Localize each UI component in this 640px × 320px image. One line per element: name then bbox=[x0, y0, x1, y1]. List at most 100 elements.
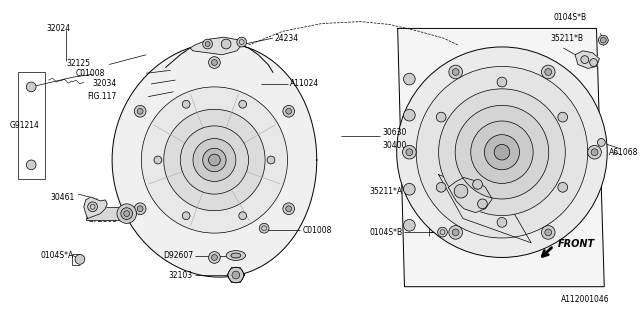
Circle shape bbox=[455, 105, 548, 199]
Text: 30461: 30461 bbox=[51, 193, 75, 202]
Circle shape bbox=[203, 148, 226, 172]
Text: A112001046: A112001046 bbox=[561, 295, 609, 304]
Circle shape bbox=[75, 254, 84, 264]
Circle shape bbox=[600, 37, 606, 43]
Circle shape bbox=[117, 204, 136, 223]
Circle shape bbox=[239, 212, 246, 220]
Text: 32034: 32034 bbox=[93, 79, 117, 88]
Text: 35211*B: 35211*B bbox=[550, 34, 584, 43]
Polygon shape bbox=[575, 51, 600, 68]
Circle shape bbox=[124, 211, 130, 217]
Circle shape bbox=[452, 229, 459, 236]
Circle shape bbox=[237, 37, 246, 47]
Circle shape bbox=[211, 254, 218, 260]
Circle shape bbox=[473, 180, 483, 189]
Circle shape bbox=[205, 42, 210, 46]
Circle shape bbox=[209, 252, 220, 263]
Circle shape bbox=[26, 82, 36, 92]
Circle shape bbox=[558, 182, 568, 192]
Circle shape bbox=[436, 112, 446, 122]
Circle shape bbox=[497, 218, 507, 227]
Text: 0104S*B: 0104S*B bbox=[369, 228, 403, 236]
Text: 32103: 32103 bbox=[169, 270, 193, 279]
Polygon shape bbox=[112, 43, 317, 277]
Circle shape bbox=[397, 47, 607, 258]
Polygon shape bbox=[84, 197, 108, 219]
Circle shape bbox=[221, 39, 231, 49]
Circle shape bbox=[154, 156, 162, 164]
Circle shape bbox=[449, 226, 463, 239]
Circle shape bbox=[283, 203, 294, 215]
Circle shape bbox=[452, 68, 459, 76]
Circle shape bbox=[209, 154, 220, 166]
Circle shape bbox=[141, 87, 287, 233]
Circle shape bbox=[182, 100, 190, 108]
Circle shape bbox=[259, 223, 269, 233]
Circle shape bbox=[436, 182, 446, 192]
Circle shape bbox=[545, 229, 552, 236]
Text: 24234: 24234 bbox=[275, 34, 299, 43]
Circle shape bbox=[134, 105, 146, 117]
Ellipse shape bbox=[231, 253, 241, 258]
Circle shape bbox=[134, 203, 146, 215]
Circle shape bbox=[403, 183, 415, 195]
Text: C01008: C01008 bbox=[302, 226, 332, 235]
Text: G72808: G72808 bbox=[88, 215, 118, 224]
Circle shape bbox=[239, 100, 246, 108]
Circle shape bbox=[182, 212, 190, 220]
Circle shape bbox=[137, 108, 143, 114]
Bar bbox=[86, 207, 127, 220]
Text: A11024: A11024 bbox=[289, 79, 319, 88]
Text: A61068: A61068 bbox=[609, 148, 639, 157]
Circle shape bbox=[209, 57, 220, 68]
Circle shape bbox=[403, 220, 415, 231]
Circle shape bbox=[494, 144, 509, 160]
Polygon shape bbox=[397, 28, 604, 287]
Circle shape bbox=[438, 89, 565, 216]
Text: D: D bbox=[469, 195, 474, 200]
Polygon shape bbox=[449, 178, 492, 212]
Text: G91214: G91214 bbox=[10, 121, 40, 130]
Circle shape bbox=[232, 271, 240, 279]
Circle shape bbox=[477, 199, 487, 209]
Circle shape bbox=[193, 139, 236, 181]
Text: 32125: 32125 bbox=[67, 59, 90, 68]
Circle shape bbox=[589, 59, 598, 67]
Circle shape bbox=[267, 156, 275, 164]
Circle shape bbox=[403, 73, 415, 85]
Circle shape bbox=[26, 160, 36, 170]
Ellipse shape bbox=[226, 251, 246, 260]
Polygon shape bbox=[190, 37, 242, 55]
Circle shape bbox=[484, 135, 520, 170]
Circle shape bbox=[203, 39, 212, 49]
Circle shape bbox=[164, 109, 265, 211]
Text: 30630: 30630 bbox=[382, 128, 406, 137]
Circle shape bbox=[497, 77, 507, 87]
Circle shape bbox=[403, 145, 416, 159]
Bar bbox=[17, 72, 45, 180]
Circle shape bbox=[545, 68, 552, 76]
Text: FIG.117: FIG.117 bbox=[88, 92, 117, 101]
Circle shape bbox=[137, 206, 143, 212]
Text: 32024: 32024 bbox=[47, 24, 71, 33]
Text: 30400: 30400 bbox=[382, 141, 406, 150]
Text: 0104S*A: 0104S*A bbox=[41, 251, 74, 260]
Circle shape bbox=[403, 109, 415, 121]
Circle shape bbox=[581, 56, 589, 63]
Text: 0104S*B: 0104S*B bbox=[554, 13, 587, 22]
Circle shape bbox=[286, 108, 292, 114]
Circle shape bbox=[588, 145, 602, 159]
Circle shape bbox=[598, 139, 605, 146]
Circle shape bbox=[541, 65, 555, 79]
Circle shape bbox=[558, 112, 568, 122]
Text: FRONT: FRONT bbox=[557, 239, 595, 249]
Text: 35211*A: 35211*A bbox=[369, 187, 403, 196]
Text: D92607: D92607 bbox=[163, 251, 193, 260]
Circle shape bbox=[180, 126, 248, 194]
Circle shape bbox=[541, 226, 555, 239]
Circle shape bbox=[416, 67, 588, 238]
Circle shape bbox=[454, 184, 468, 198]
Circle shape bbox=[286, 206, 292, 212]
Circle shape bbox=[88, 202, 97, 212]
Circle shape bbox=[471, 121, 533, 183]
